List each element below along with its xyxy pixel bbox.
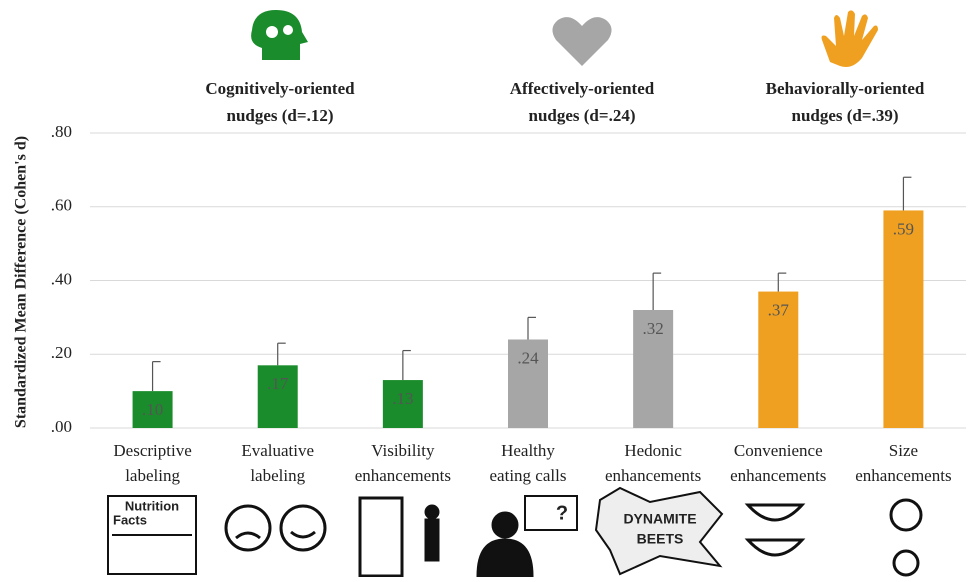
x-tick-label: enhancements [855,466,951,485]
x-tick-label: enhancements [355,466,451,485]
x-tick-label: Size [889,441,918,460]
x-tick-label: enhancements [730,466,826,485]
group-label: nudges (d=.12) [227,106,334,125]
x-tick-label: Healthy [501,441,555,460]
y-tick-label: .20 [51,343,72,362]
icon-text: ? [556,502,568,524]
value-label: .10 [142,400,163,419]
x-tick-label: labeling [250,466,305,485]
bar [883,210,923,428]
group-label: nudges (d=.39) [792,106,899,125]
group-label: Behaviorally-oriented [766,79,925,98]
x-tick-label: Descriptive [113,441,191,460]
x-tick-label: enhancements [605,466,701,485]
icon-text: BEETS [637,531,684,547]
value-label: .32 [643,319,664,338]
value-label: .24 [517,348,539,367]
y-tick-label: .00 [51,417,72,436]
x-tick-label: Hedonic [624,441,682,460]
x-tick-label: Convenience [734,441,823,460]
x-tick-label: eating calls [490,466,567,485]
y-tick-label: .80 [51,122,72,141]
y-axis-label: Standardized Mean Difference (Cohen's d) [13,136,30,428]
icon-text: DYNAMITE [623,511,696,527]
group-label: Affectively-oriented [510,79,655,98]
icon-text: Facts [113,512,147,527]
y-tick-label: .40 [51,269,72,288]
value-label: .59 [893,219,914,238]
x-tick-label: Visibility [371,441,435,460]
heart-icon [552,17,611,66]
value-label: .37 [768,300,790,319]
value-label: .13 [392,389,413,408]
group-label: nudges (d=.24) [529,106,636,125]
chart: Nutrition Facts DYNAMITE BEETS ? Standar… [0,0,968,577]
y-tick-label: .60 [51,196,72,215]
value-label: .17 [267,374,289,393]
hand-icon [822,10,879,67]
x-tick-label: labeling [125,466,180,485]
x-tick-label: Evaluative [241,441,314,460]
group-label: Cognitively-oriented [205,79,355,98]
bottom-icons [108,488,921,576]
icon-text: Nutrition [125,498,179,513]
head-icon [251,10,308,60]
